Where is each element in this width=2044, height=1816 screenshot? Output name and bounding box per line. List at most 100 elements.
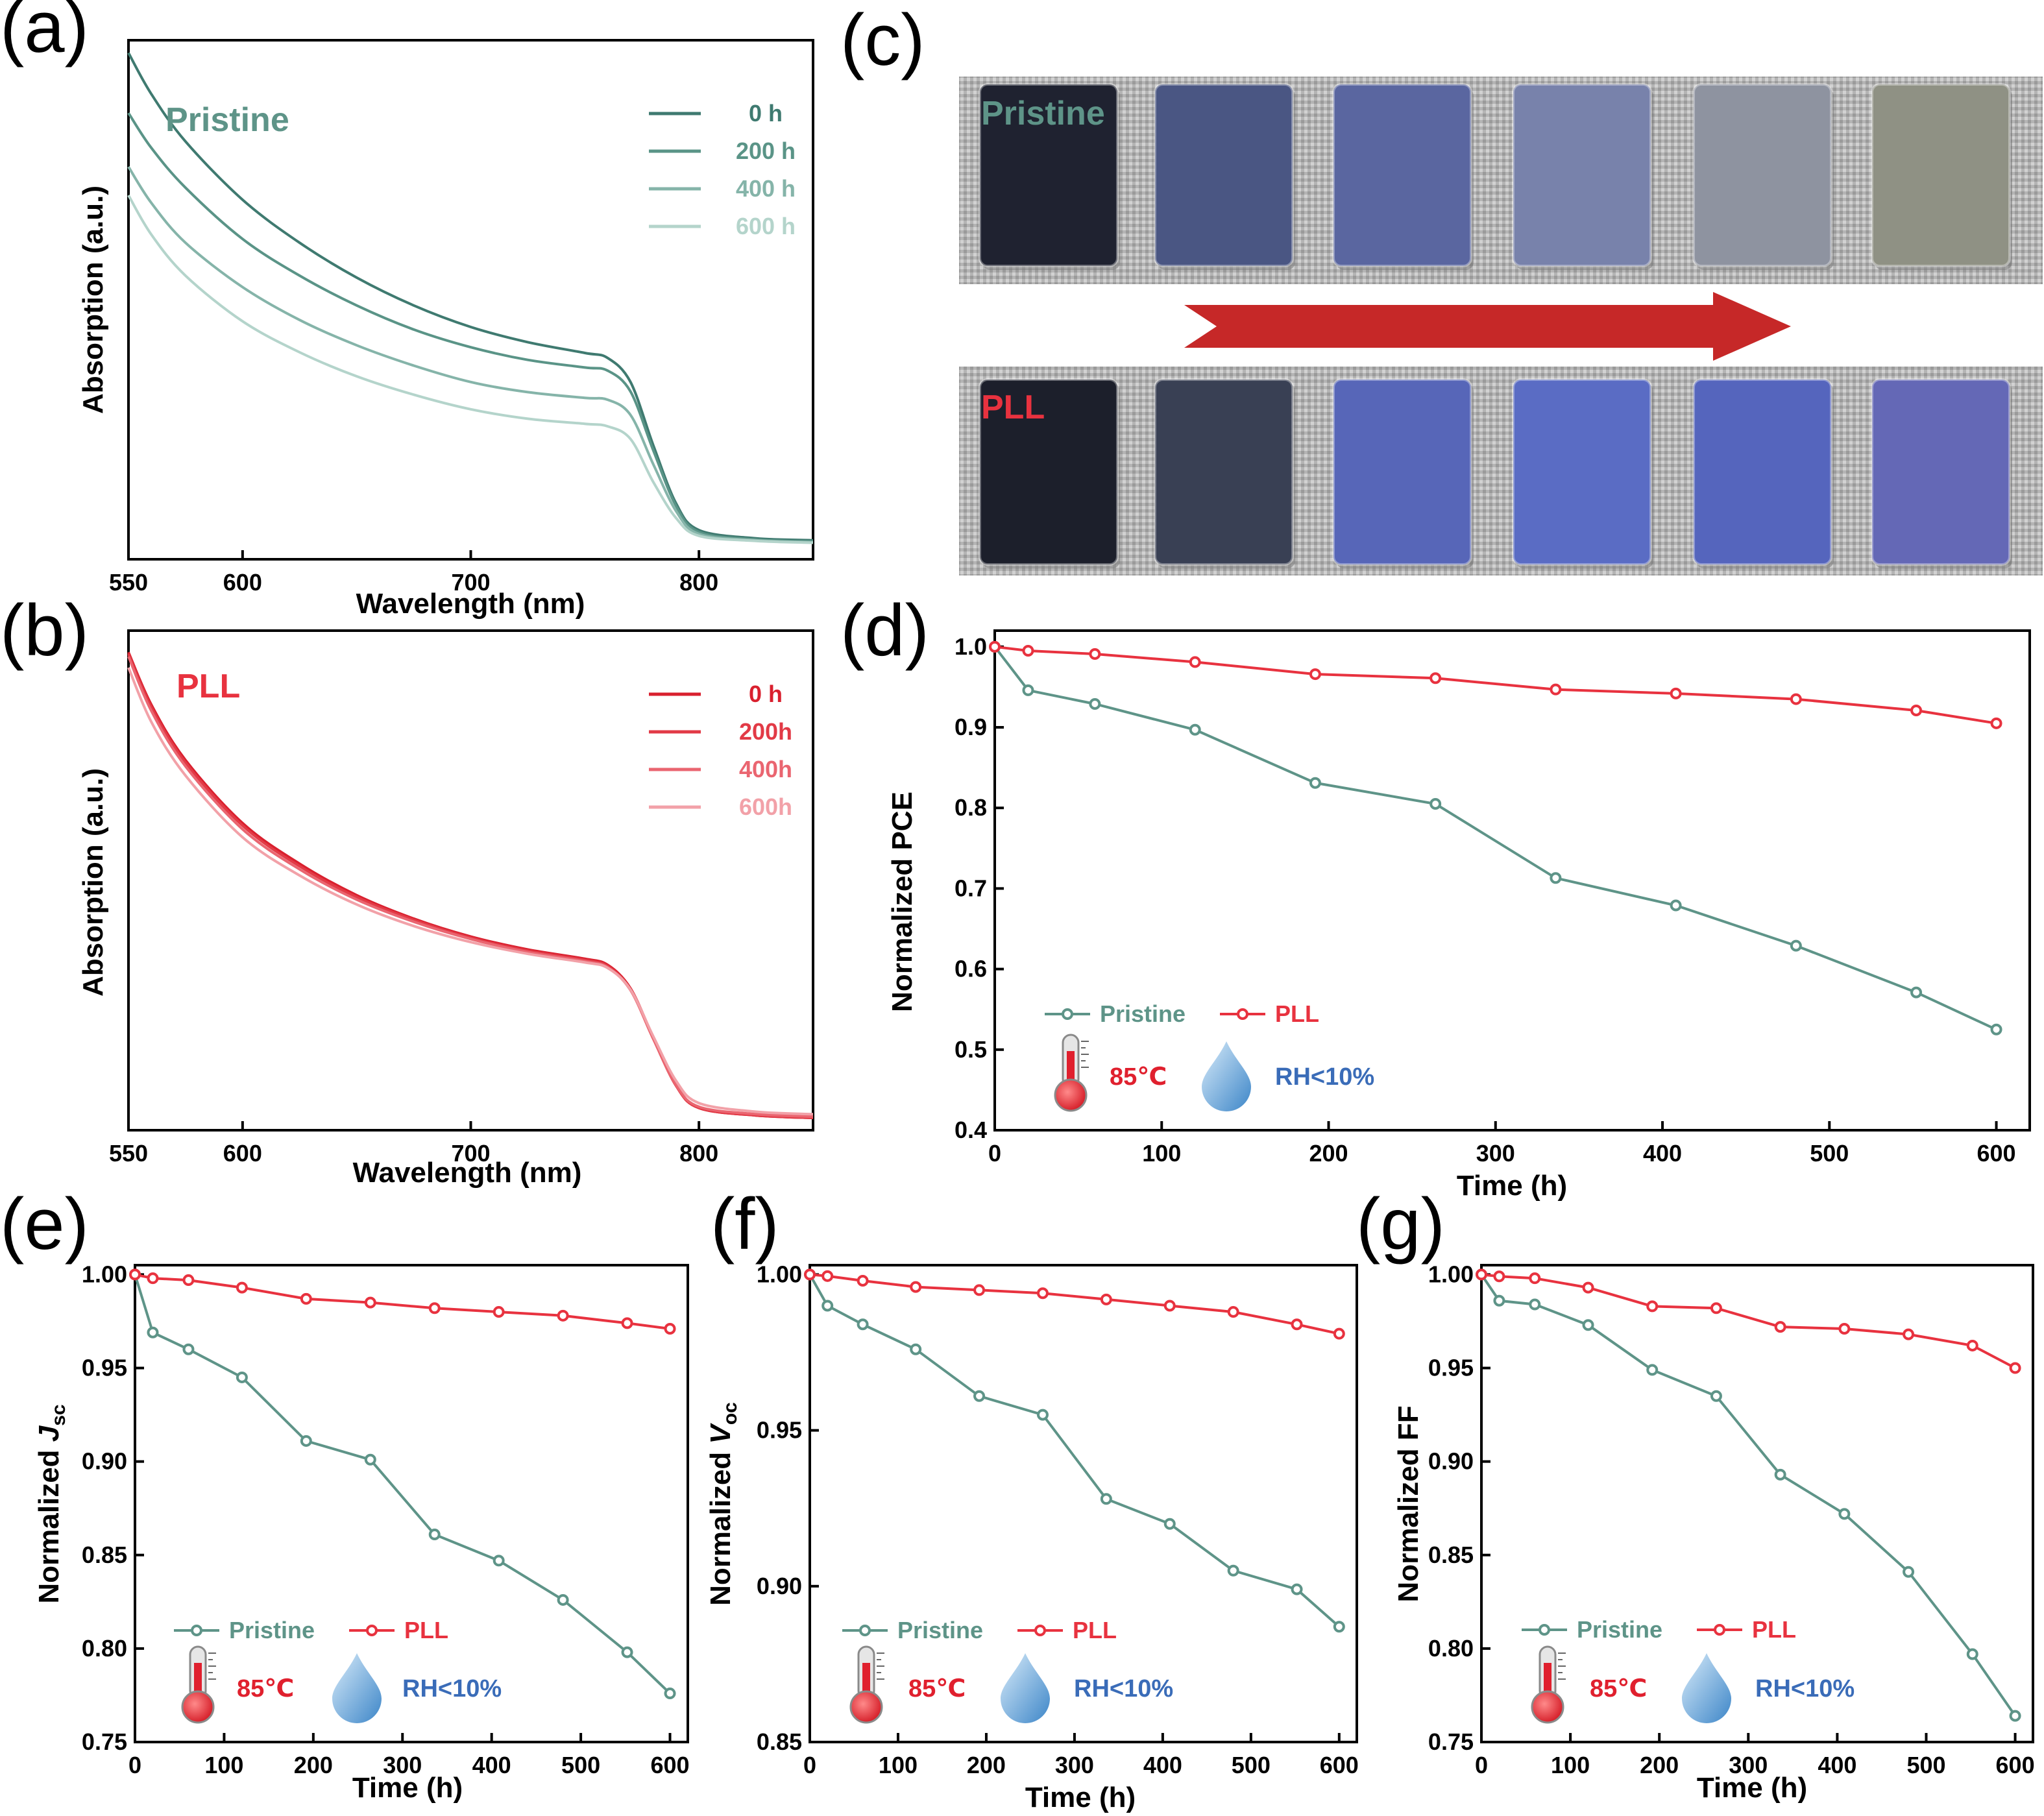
plot-frame-e [134, 1264, 689, 1743]
data-point-e-1-10 [664, 1323, 676, 1335]
y-tick-label-g-0: 0.75 [1428, 1728, 1474, 1755]
data-point-f-1-1 [821, 1270, 834, 1282]
data-point-g-1-4 [1646, 1300, 1659, 1313]
film-row-pristine-film-3 [1512, 83, 1652, 267]
data-point-d-1-4 [1309, 668, 1321, 681]
water-drop-icon-f [1001, 1653, 1050, 1723]
y-tick-label-e-2: 0.85 [82, 1542, 127, 1568]
data-point-g-0-6 [1774, 1468, 1786, 1481]
conditions-g: 85℃ RH<10% [1531, 1645, 1855, 1724]
x-tick-label-e-2: 200 [294, 1752, 333, 1778]
data-point-g-1-6 [1774, 1321, 1786, 1333]
film-row-pll-film-3 [1512, 378, 1652, 566]
chart-d: 0 100 200 300 400 500 600 0.4 0.5 0.6 0.7 0.8 0.9 1.0… [886, 629, 2031, 1202]
axis-ticks-e: 0 100 200 300 400 500 600 0.75 0.80 0.85 0.90 0.95 1… [82, 1261, 690, 1778]
water-drop-icon-g [1682, 1653, 1731, 1723]
legend-label-e-1: PLL [404, 1617, 448, 1643]
data-point-g-1-8 [1903, 1328, 1915, 1340]
photo-label-pll: PLL [981, 389, 1045, 426]
film-row-pristine-film-4 [1692, 83, 1832, 267]
data-point-f-0-5 [1036, 1409, 1049, 1421]
x-tick-label-d-6: 600 [1977, 1140, 2016, 1167]
axis-ticks-f: 0 100 200 300 400 500 600 0.85 0.90 0.95 1.00 [757, 1261, 1359, 1778]
data-point-f-0-4 [973, 1390, 986, 1402]
conditions-f: 85℃ RH<10% [849, 1645, 1173, 1724]
x-tick-label-d-3: 300 [1476, 1140, 1515, 1167]
data-point-e-1-4 [300, 1292, 312, 1305]
y-tick-label-d-2: 0.6 [955, 956, 987, 982]
legend-label-g-1: PLL [1752, 1616, 1796, 1643]
y-tick-label-g-1: 0.80 [1428, 1635, 1474, 1662]
legend-label-f-1: PLL [1073, 1617, 1117, 1643]
data-point-d-0-1 [1022, 684, 1034, 696]
y-axis-title-e-sub: sc [48, 1404, 69, 1425]
data-point-g-1-1 [1493, 1270, 1505, 1283]
data-point-g-1-0 [1476, 1268, 1487, 1281]
y-tick-label-e-5: 1.00 [82, 1261, 127, 1287]
data-point-f-1-2 [857, 1275, 869, 1287]
series-layer-b [127, 651, 814, 1119]
thermometer-icon-f [849, 1645, 884, 1724]
y-axis-title-e-main: Normalized [33, 1442, 65, 1603]
data-point-g-0-7 [1838, 1508, 1851, 1520]
data-point-f-1-3 [910, 1281, 922, 1293]
y-tick-label-f-3: 1.00 [757, 1261, 802, 1287]
legend-marker-g-1 [1714, 1624, 1725, 1636]
data-point-g-0-3 [1582, 1319, 1594, 1331]
series-line-b-0 [127, 651, 814, 1119]
series-line-g-0 [1480, 1274, 2017, 1717]
series-line-b-3 [127, 667, 814, 1116]
data-point-e-0-1 [147, 1326, 159, 1338]
chart-f: 0 100 200 300 400 500 600 0.85 0.90 0.95 1.00 Time… [705, 1261, 1359, 1813]
series-line-f-1 [809, 1273, 1340, 1335]
x-tick-label-g-5: 500 [1906, 1752, 1945, 1778]
water-drop-icon-e [332, 1653, 382, 1723]
x-tick-label-g-3: 300 [1729, 1752, 1768, 1778]
legend-marker-d-0 [1062, 1008, 1073, 1020]
x-tick-label-e-5: 500 [561, 1752, 600, 1778]
x-tick-label-f-6: 600 [1320, 1752, 1359, 1778]
legend-marker-e-1 [366, 1625, 378, 1636]
data-point-d-0-2 [1089, 698, 1101, 710]
data-point-e-0-9 [621, 1646, 633, 1658]
data-point-f-0-10 [1333, 1621, 1345, 1633]
series-layer-g [1476, 1268, 2021, 1722]
y-tick-label-g-4: 0.95 [1428, 1355, 1474, 1381]
y-tick-label-f-2: 0.95 [757, 1417, 802, 1444]
data-point-f-0-9 [1291, 1583, 1303, 1595]
legend-marker-d-1 [1237, 1008, 1248, 1020]
x-axis-title-a: Wavelength (nm) [356, 588, 585, 620]
panel-letter-d: (d) [840, 590, 929, 671]
x-tick-label-a-3: 800 [679, 569, 718, 596]
data-point-f-1-9 [1291, 1318, 1303, 1331]
water-drop-icon-d [1202, 1041, 1251, 1111]
series-line-b-1 [127, 653, 814, 1119]
data-point-f-0-1 [821, 1300, 834, 1312]
temperature-text-f: 85℃ [908, 1675, 966, 1702]
y-axis-title-d: Normalized PCE [886, 792, 918, 1012]
data-point-g-0-1 [1493, 1294, 1505, 1307]
temperature-text-d: 85℃ [1110, 1063, 1167, 1091]
data-point-d-1-1 [1022, 645, 1034, 657]
series-line-e-1 [134, 1273, 670, 1330]
legend-b: 0 h 200h 400h 600h [649, 681, 792, 820]
film-row-pristine [979, 83, 2012, 270]
film-row-pristine-film-0 [979, 83, 1119, 267]
x-tick-label-e-4: 400 [472, 1752, 511, 1778]
data-point-e-0-5 [364, 1453, 376, 1466]
data-point-d-1-3 [1189, 656, 1201, 668]
y-tick-label-g-5: 1.00 [1428, 1261, 1474, 1287]
data-point-e-0-2 [182, 1343, 195, 1355]
data-point-e-1-6 [428, 1302, 441, 1314]
humidity-text-e: RH<10% [402, 1675, 502, 1702]
x-tick-label-e-6: 600 [650, 1752, 689, 1778]
fabric-background-bottom [959, 367, 2043, 575]
data-point-e-0-10 [664, 1688, 676, 1700]
data-point-d-0-3 [1189, 723, 1201, 736]
x-tick-label-a-0: 550 [109, 569, 148, 596]
legend-marker-g-0 [1539, 1624, 1550, 1636]
data-point-d-0-4 [1309, 777, 1321, 789]
series-layer-e [129, 1268, 676, 1700]
y-axis-title-f-main: Normalized [705, 1444, 736, 1605]
